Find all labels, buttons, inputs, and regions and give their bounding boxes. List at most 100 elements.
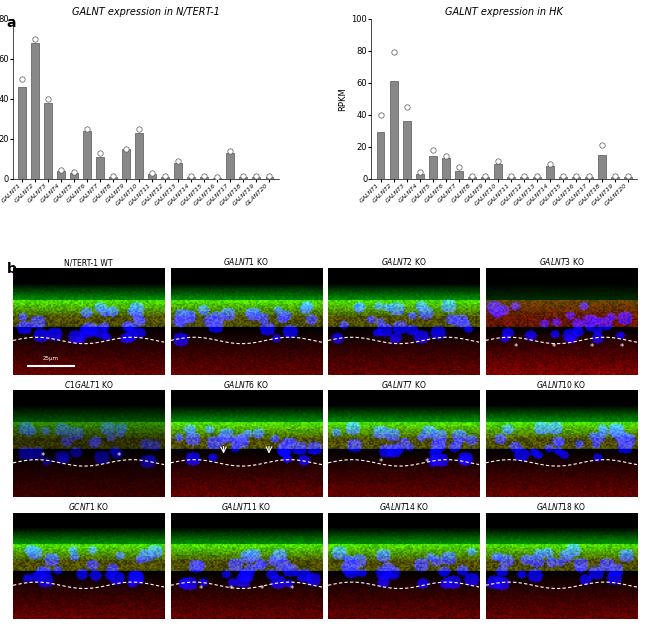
Point <box>17 74 27 84</box>
Bar <box>122 149 130 179</box>
Title: N/TERT-1 WT: N/TERT-1 WT <box>64 258 113 267</box>
Bar <box>161 177 169 179</box>
Bar <box>148 174 156 179</box>
Title: $\it{GALNT11}$ KO: $\it{GALNT11}$ KO <box>221 501 272 512</box>
Bar <box>96 157 104 179</box>
Y-axis label: RPKM: RPKM <box>339 87 347 111</box>
Point <box>69 167 79 177</box>
Bar <box>624 177 632 179</box>
Point <box>532 171 542 181</box>
Bar <box>174 162 182 179</box>
Point <box>441 151 451 161</box>
Title: $\it{GALNT18}$ KO: $\it{GALNT18}$ KO <box>536 501 586 512</box>
Bar <box>585 177 593 179</box>
Point <box>558 171 568 181</box>
Bar <box>546 166 554 179</box>
Bar <box>252 177 260 179</box>
Point <box>43 94 53 104</box>
Bar <box>572 177 580 179</box>
Point <box>108 171 118 181</box>
Point <box>160 171 170 181</box>
Text: *: * <box>259 585 263 594</box>
Title: $\it{GALNT7}$ KO: $\it{GALNT7}$ KO <box>381 379 426 390</box>
Title: $\it{GALNT1}$ KO: $\it{GALNT1}$ KO <box>224 257 269 267</box>
Text: *: * <box>41 452 46 461</box>
Text: *: * <box>590 343 593 353</box>
Text: 25μm: 25μm <box>43 356 59 361</box>
Point <box>454 162 464 173</box>
Point <box>82 124 92 134</box>
Point <box>480 171 490 181</box>
Text: *: * <box>199 585 203 594</box>
Title: $\it{C1GALT1}$ KO: $\it{C1GALT1}$ KO <box>64 379 114 390</box>
Bar <box>390 82 398 179</box>
Point <box>56 164 66 174</box>
Title: $\it{GALNT10}$ KO: $\it{GALNT10}$ KO <box>536 379 586 390</box>
Point <box>212 172 222 182</box>
Point <box>506 171 516 181</box>
Text: a: a <box>6 16 16 30</box>
Bar <box>416 174 424 179</box>
Point <box>376 110 386 120</box>
Bar <box>18 87 26 179</box>
Title: $\it{GALNT14}$ KO: $\it{GALNT14}$ KO <box>378 501 429 512</box>
Point <box>225 145 235 155</box>
Bar <box>239 177 247 179</box>
Point <box>610 171 620 181</box>
Bar <box>533 177 541 179</box>
Point <box>186 171 196 181</box>
Title: $\it{GALNT2}$ KO: $\it{GALNT2}$ KO <box>381 257 426 267</box>
Point <box>467 171 477 181</box>
Point <box>402 102 412 112</box>
Bar <box>31 43 39 179</box>
Text: *: * <box>619 343 624 353</box>
Point <box>415 167 425 178</box>
Point <box>134 124 144 134</box>
Point <box>173 155 183 166</box>
Text: *: * <box>514 343 518 353</box>
Bar <box>187 177 195 179</box>
Bar <box>455 171 463 179</box>
Point <box>584 171 594 181</box>
Point <box>428 145 438 155</box>
Bar <box>135 133 143 179</box>
Text: *: * <box>424 458 428 468</box>
Point <box>238 171 248 181</box>
Bar <box>109 177 117 179</box>
Bar <box>559 177 567 179</box>
Bar <box>265 177 274 179</box>
Text: *: * <box>379 458 383 468</box>
Title: $\it{GCNT1}$ KO: $\it{GCNT1}$ KO <box>68 501 109 512</box>
Point <box>251 171 261 181</box>
Point <box>545 159 555 169</box>
Bar <box>429 156 437 179</box>
Text: *: * <box>117 452 121 461</box>
Bar <box>598 155 606 179</box>
Bar <box>213 178 221 179</box>
Bar <box>481 177 489 179</box>
Bar <box>44 103 52 179</box>
Point <box>389 47 399 58</box>
Bar <box>507 177 515 179</box>
Text: *: * <box>289 585 294 594</box>
Point <box>493 156 503 166</box>
Bar <box>70 173 78 179</box>
Point <box>519 171 529 181</box>
Text: *: * <box>229 585 233 594</box>
Title: $\it{GALNT6}$ KO: $\it{GALNT6}$ KO <box>224 379 269 390</box>
Bar <box>403 121 411 179</box>
Bar <box>200 177 208 179</box>
Bar <box>611 177 619 179</box>
Bar <box>520 177 528 179</box>
Point <box>30 34 40 44</box>
Text: *: * <box>552 343 556 353</box>
Title: GALNT expression in HK: GALNT expression in HK <box>445 7 563 17</box>
Bar <box>226 153 234 179</box>
Point <box>264 171 274 181</box>
Bar <box>57 171 65 179</box>
Bar <box>494 164 502 179</box>
Text: b: b <box>6 262 16 276</box>
Point <box>147 167 157 178</box>
Bar <box>376 132 385 179</box>
Point <box>121 143 131 154</box>
